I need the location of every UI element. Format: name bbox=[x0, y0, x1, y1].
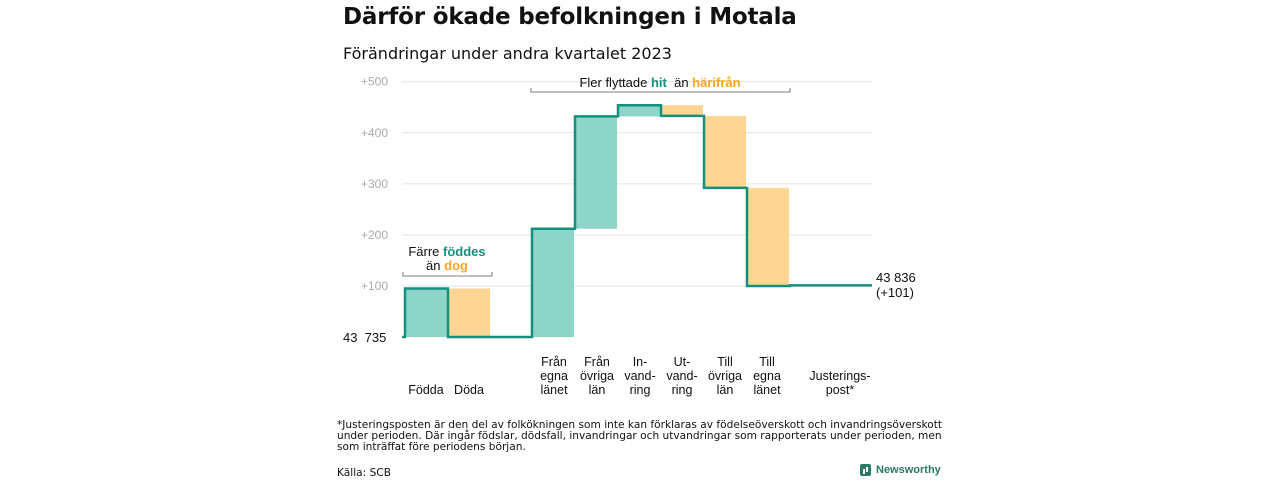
footnote: *Justeringsposten är den del av folkökni… bbox=[337, 419, 943, 453]
bracket-births bbox=[402, 272, 493, 277]
category-label: Till bbox=[717, 355, 733, 369]
chart-title: Därför ökade befolkningen i Motala bbox=[343, 4, 797, 30]
tick-label-bg bbox=[356, 175, 390, 192]
y-axis-ticks: +100 +200 +300 +400 +500 bbox=[356, 73, 390, 294]
category-label: vand- bbox=[666, 369, 697, 383]
tick-label-bg bbox=[356, 277, 390, 294]
category-label: länet bbox=[540, 383, 568, 397]
category-label: länet bbox=[753, 383, 781, 397]
category-label: övriga bbox=[580, 369, 614, 383]
category-label: Justerings- bbox=[809, 369, 870, 383]
annotation-births-line2: än dog bbox=[426, 258, 468, 273]
tick-label-bg bbox=[356, 226, 390, 243]
annotation-migration: Fler flyttade hit än härifrån bbox=[579, 75, 740, 90]
tick-label-bg bbox=[356, 73, 390, 90]
newsworthy-logo-icon bbox=[860, 464, 871, 476]
end-value-label: 43 836 bbox=[876, 270, 916, 285]
tick-label-bg bbox=[356, 124, 390, 141]
category-label: Från bbox=[584, 355, 610, 369]
start-value-label: 43 735 bbox=[343, 330, 386, 345]
decrease-bar bbox=[747, 187, 789, 286]
source: Källa: SCB bbox=[337, 467, 391, 479]
category-label: övriga bbox=[708, 369, 742, 383]
category-label: vand- bbox=[624, 369, 655, 383]
brand[interactable]: Newsworthy bbox=[860, 464, 941, 476]
category-label: Födda bbox=[408, 383, 443, 397]
category-label: län bbox=[717, 383, 734, 397]
step-line: 43 735 43 836(+101) bbox=[343, 103, 916, 345]
category-label: Från bbox=[541, 355, 567, 369]
category-labels: Födda DödaFrånegnalänetFrånövrigalänIn-va… bbox=[408, 355, 870, 397]
annotation-births-line1: Färre föddes bbox=[408, 244, 485, 259]
category-label: ring bbox=[672, 383, 693, 397]
category-label: Döda bbox=[454, 383, 484, 397]
category-label: In- bbox=[633, 355, 648, 369]
decrease-bar bbox=[661, 105, 703, 116]
y-tick-label: +300 bbox=[361, 177, 388, 191]
chart-subtitle: Förändringar under andra kvartalet 2023 bbox=[343, 44, 672, 63]
category-label: egna bbox=[753, 369, 781, 383]
bracket-migration bbox=[530, 88, 791, 93]
y-tick-label: +100 bbox=[361, 279, 388, 293]
increase-bar bbox=[575, 116, 617, 229]
y-tick-label: +200 bbox=[361, 228, 388, 242]
y-tick-label: +500 bbox=[361, 75, 388, 89]
increase-bar bbox=[618, 105, 660, 117]
category-label: post* bbox=[826, 383, 855, 397]
increase-bar bbox=[405, 288, 447, 337]
category-label: Till bbox=[759, 355, 775, 369]
category-label: län bbox=[589, 383, 606, 397]
decrease-bar bbox=[448, 288, 490, 337]
end-value-label: (+101) bbox=[876, 285, 914, 300]
brand-name: Newsworthy bbox=[876, 464, 941, 476]
category-label: ring bbox=[630, 383, 651, 397]
category-label: Ut- bbox=[674, 355, 691, 369]
waterfall-step-line bbox=[402, 103, 872, 339]
category-label: egna bbox=[540, 369, 568, 383]
bars bbox=[405, 105, 789, 337]
y-tick-label: +400 bbox=[361, 126, 388, 140]
decrease-bar bbox=[704, 115, 746, 188]
increase-bar bbox=[532, 228, 574, 337]
